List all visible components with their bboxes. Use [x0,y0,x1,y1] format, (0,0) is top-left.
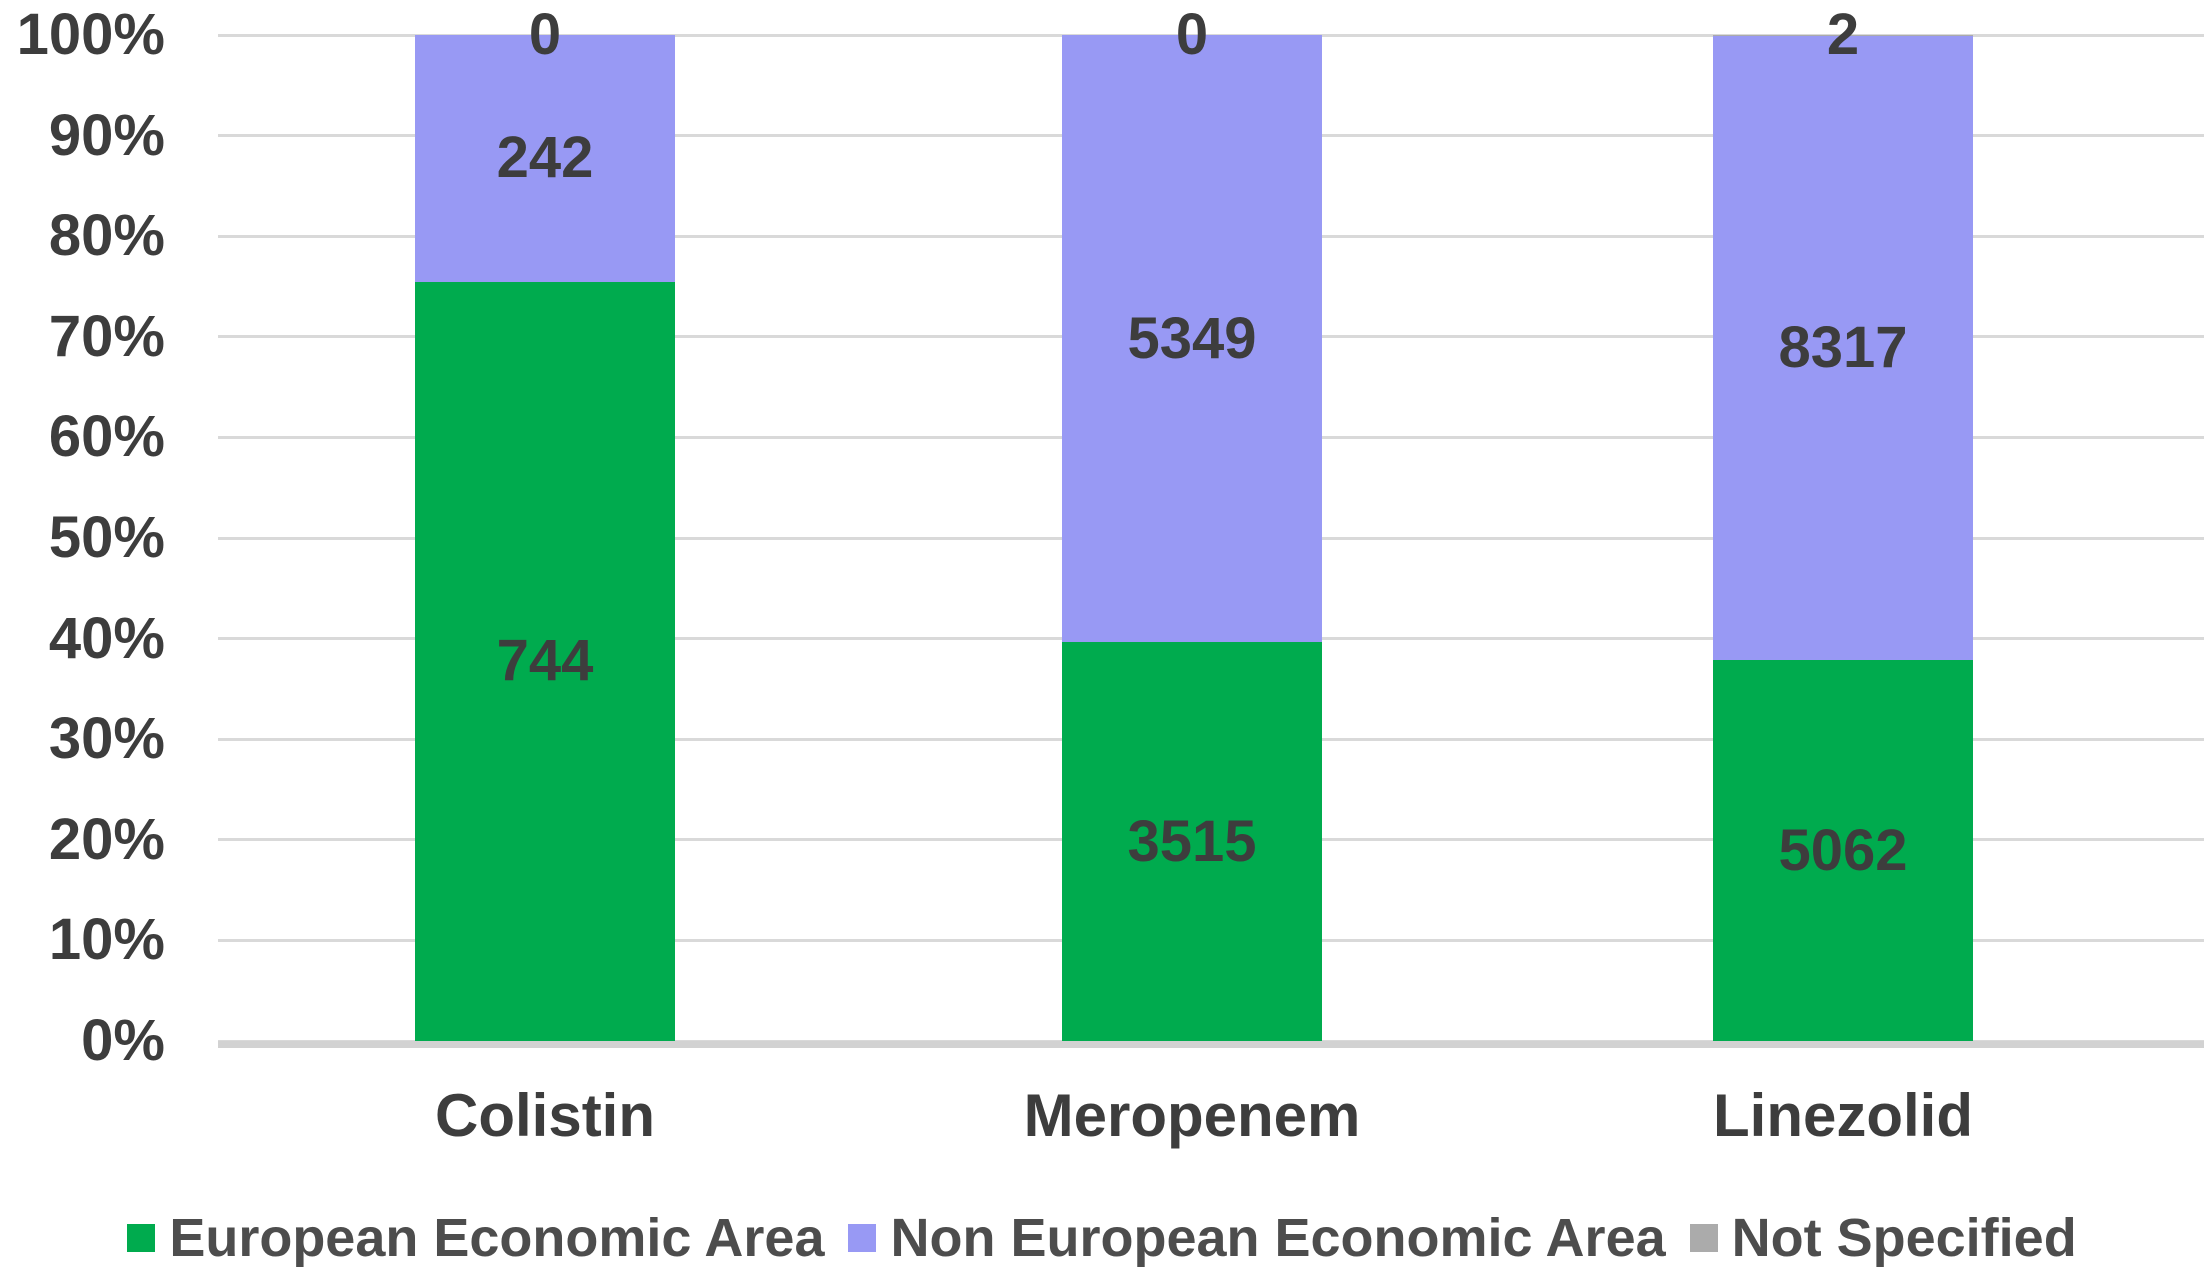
y-tick-label: 80% [48,203,165,269]
category-label: Linezolid [1713,1082,1973,1149]
data-label: 242 [496,125,594,191]
legend-item-label: European Economic Area [169,1208,825,1268]
y-tick-label: 10% [48,907,165,973]
legend-item-label: Non European Economic Area [890,1208,1666,1268]
category-label: Colistin [435,1082,655,1149]
bar-segment [1062,642,1322,1041]
category-label: Meropenem [1023,1082,1361,1149]
y-tick-label: 40% [48,605,165,671]
bar-segment [1062,35,1322,643]
y-tick-label: 60% [48,404,165,470]
y-tick-label: 20% [48,806,165,872]
bar-segment [1713,35,1973,661]
y-tick-label: 50% [48,505,165,570]
y-tick-label: 90% [48,102,165,168]
bar-segment [415,35,675,282]
x-axis-line [218,1041,2204,1048]
data-label: 3515 [1127,808,1257,874]
data-label: 5349 [1127,305,1257,371]
legend-swatch-icon [127,1224,156,1252]
data-label: 8317 [1778,314,1908,380]
y-tick-label: 0% [81,1008,165,1073]
y-tick-label: 100% [16,2,165,67]
data-label: 2 [1826,2,1860,68]
bar-segment [1713,660,1973,1041]
data-label: 744 [496,628,594,694]
legend-item: European Economic Area [127,1211,824,1265]
data-label: 0 [1175,2,1209,67]
legend-item: Non European Economic Area [848,1208,1666,1268]
legend-item: Not Specified [1689,1208,2077,1268]
bar-segment [415,281,675,1041]
data-label: 5062 [1778,817,1908,883]
legend-swatch-icon [848,1224,877,1252]
legend-swatch-icon [1689,1224,1718,1252]
legend-item-label: Not Specified [1731,1208,2077,1268]
y-tick-label: 30% [48,706,165,772]
data-label: 0 [528,2,562,67]
legend: European Economic Area Non European Econo… [0,1208,2204,1268]
y-tick-label: 70% [48,303,165,369]
